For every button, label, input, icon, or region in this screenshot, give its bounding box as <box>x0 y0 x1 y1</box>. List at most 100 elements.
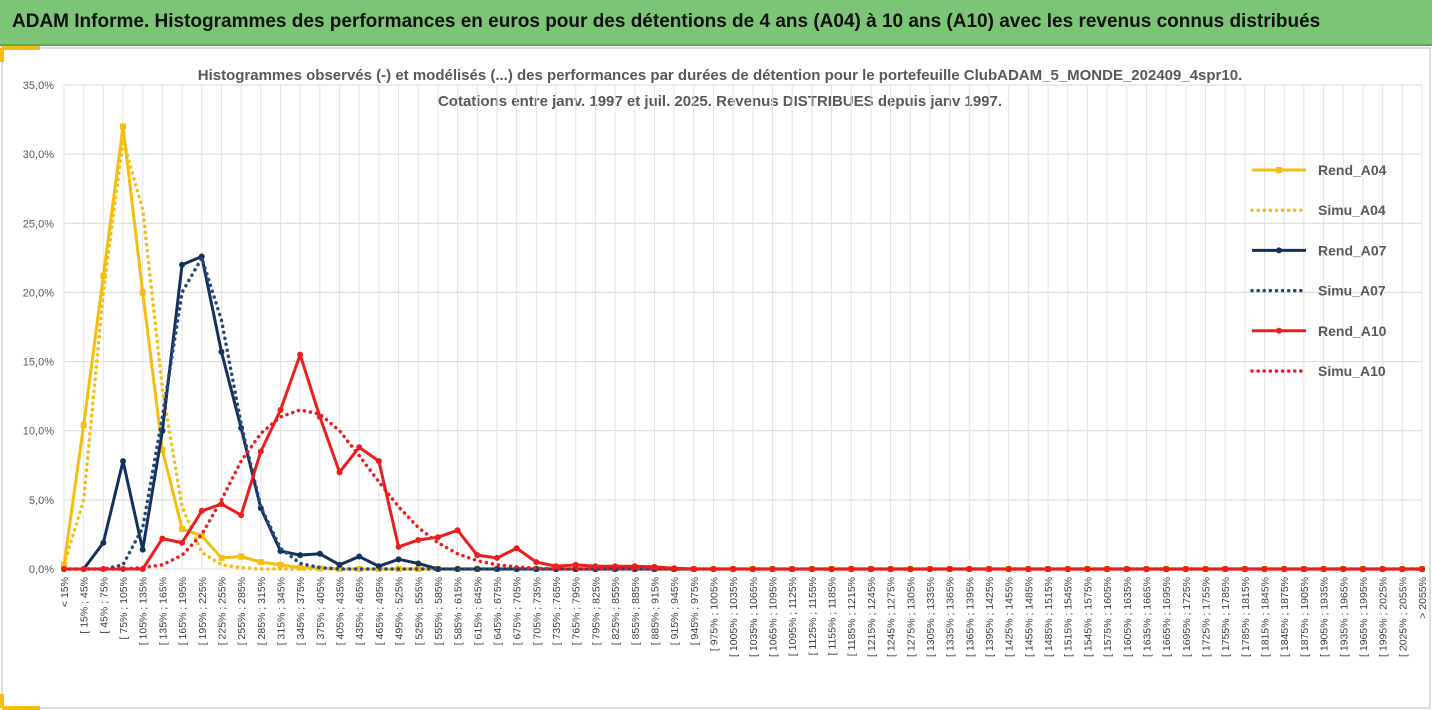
marker <box>986 566 993 572</box>
marker <box>907 566 914 572</box>
x-tick-label: [ 405% ; 435% <box>335 577 347 645</box>
legend <box>1238 142 1422 392</box>
marker <box>316 550 323 557</box>
x-tick-label: [ 2025% ; 2055% <box>1397 577 1409 657</box>
x-tick-label: [ 525% ; 555% <box>413 577 425 645</box>
x-tick-label: [ 1155% ; 1185% <box>827 577 839 655</box>
legend-label: Rend_A10 <box>1318 323 1387 339</box>
x-tick-label: [ 75% ; 105% <box>118 577 130 639</box>
legend-label: Simu_A04 <box>1318 202 1386 218</box>
x-tick-label: [ 495% ; 525% <box>394 577 406 645</box>
x-tick-label: [ 1695% ; 1725% <box>1181 577 1193 657</box>
marker <box>179 539 186 546</box>
marker <box>375 458 382 465</box>
x-tick-label: [ 315% ; 345% <box>275 577 287 645</box>
x-tick-label: [ 45% ; 75% <box>98 577 110 634</box>
legend-marker <box>1276 167 1282 173</box>
marker <box>434 534 441 541</box>
marker <box>356 553 363 560</box>
marker <box>1163 566 1170 572</box>
x-tick-label: [ 1965% ; 1995% <box>1358 577 1370 657</box>
x-tick-label: [ 1635% ; 1665% <box>1141 577 1153 657</box>
marker <box>218 348 225 355</box>
y-tick-label: 10,0% <box>23 426 54 438</box>
marker <box>277 561 284 568</box>
marker <box>434 566 441 572</box>
marker <box>1419 566 1425 572</box>
x-tick-label: [ 975% ; 1005% <box>708 577 720 651</box>
legend-label: Simu_A07 <box>1318 283 1386 299</box>
y-tick-label: 35,0% <box>23 80 54 92</box>
x-tick-label: > 2055% <box>1417 577 1429 619</box>
marker <box>730 566 737 572</box>
x-tick-label: [ 1425% ; 1455% <box>1004 577 1016 657</box>
marker <box>493 554 500 561</box>
marker <box>218 554 225 561</box>
marker <box>80 422 87 429</box>
x-tick-label: [ 795% ; 825% <box>590 577 602 645</box>
marker <box>395 543 402 550</box>
legend-marker <box>1276 327 1282 334</box>
marker <box>1340 566 1347 572</box>
x-tick-label: [ 705% ; 735% <box>531 577 543 645</box>
x-tick-label: [ 15% ; 45% <box>79 577 91 634</box>
x-tick-label: [ 1305% ; 1335% <box>925 577 937 657</box>
series-line <box>62 408 1424 571</box>
marker <box>159 447 166 454</box>
x-tick-label: [ 1455% ; 1485% <box>1023 577 1035 657</box>
chart-frame <box>1 47 1431 709</box>
marker <box>297 564 304 571</box>
x-tick-label: [ 615% ; 645% <box>472 577 484 645</box>
marker <box>139 546 146 553</box>
x-tick-label: [ 1335% ; 1365% <box>945 577 957 657</box>
y-tick-label: 15,0% <box>23 357 54 369</box>
marker <box>808 566 815 572</box>
x-tick-label: [ 825% ; 855% <box>610 577 622 645</box>
x-tick-label: [ 555% ; 585% <box>433 577 445 645</box>
marker <box>336 561 343 568</box>
marker <box>179 261 186 268</box>
chart-subtitle: Cotations entre janv. 1997 et juil. 2025… <box>438 93 1002 110</box>
x-tick-label: [ 1485% ; 1515% <box>1043 577 1055 657</box>
legend-marker <box>1276 247 1282 254</box>
marker <box>415 536 422 543</box>
x-tick-label: [ 1365% ; 1395% <box>964 577 976 657</box>
series-line <box>64 353 1422 571</box>
x-tick-label: [ 435% ; 465% <box>354 577 366 645</box>
marker <box>336 469 343 476</box>
x-tick-label: [ 1095% ; 1125% <box>787 577 799 656</box>
x-tick-label: [ 1995% ; 2025% <box>1378 577 1390 657</box>
x-tick-label: [ 765% ; 795% <box>571 577 583 645</box>
x-tick-label: [ 1545% ; 1575% <box>1082 577 1094 657</box>
x-tick-label: [ 165% ; 195% <box>177 577 189 645</box>
x-tick-label: [ 1065% ; 1095% <box>768 577 780 657</box>
marker <box>513 545 520 552</box>
series-line <box>62 138 1424 571</box>
x-tick-label: [ 735% ; 765% <box>551 577 563 645</box>
marker <box>277 406 284 413</box>
x-tick-label: [ 1905% ; 1935% <box>1319 577 1331 657</box>
marker <box>474 552 481 559</box>
x-tick-label: [ 1005% ; 1035% <box>728 577 740 657</box>
marker <box>415 560 422 567</box>
marker <box>356 444 363 451</box>
marker <box>120 458 127 465</box>
corner <box>0 694 40 710</box>
marker <box>198 507 205 514</box>
x-tick-label: [ 1785% ; 1815% <box>1240 577 1252 657</box>
x-tick-label: [ 1875% ; 1905% <box>1299 577 1311 657</box>
header: ADAM Informe. Histogrammes des performan… <box>0 0 1432 46</box>
legend-label: Rend_A07 <box>1318 242 1387 258</box>
x-tick-label: [ 945% ; 975% <box>689 577 701 645</box>
x-tick-label: [ 1185% ; 1215% <box>846 577 858 656</box>
x-tick-label: [ 855% ; 885% <box>630 577 642 645</box>
marker <box>572 561 579 568</box>
x-tick-label: [ 1605% ; 1635% <box>1122 577 1134 657</box>
y-tick-label: 5,0% <box>29 495 54 507</box>
marker <box>120 123 127 130</box>
x-tick-label: [ 1125% ; 1155% <box>807 577 819 655</box>
y-tick-label: 0,0% <box>29 564 54 576</box>
x-tick-label: [ 585% ; 615% <box>453 577 465 645</box>
